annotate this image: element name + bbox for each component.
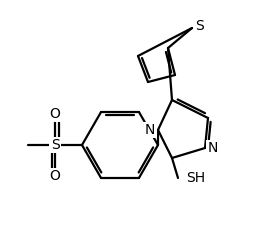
Text: N: N — [145, 123, 155, 137]
Text: S: S — [51, 138, 59, 152]
Text: O: O — [49, 169, 60, 183]
Text: N: N — [208, 141, 218, 155]
Text: SH: SH — [186, 171, 205, 185]
Text: O: O — [49, 107, 60, 121]
Text: S: S — [196, 19, 204, 33]
